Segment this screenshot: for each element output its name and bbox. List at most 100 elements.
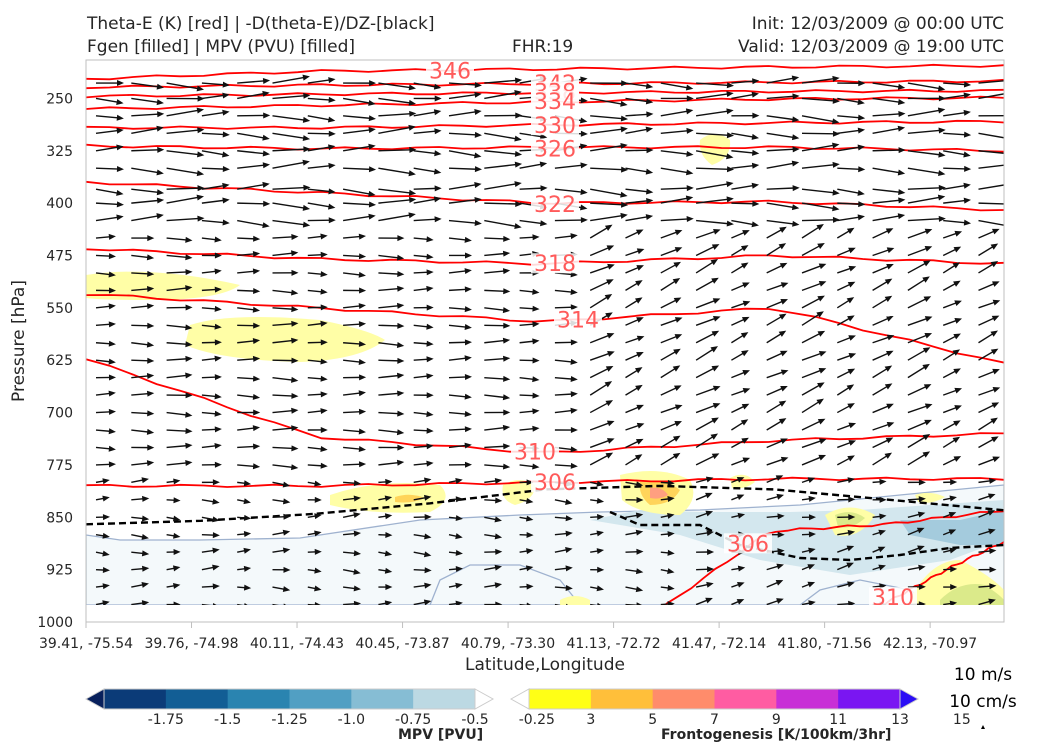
wind-vector bbox=[907, 529, 921, 536]
vector-scale-arrow bbox=[981, 725, 985, 729]
wind-vector bbox=[484, 252, 506, 257]
y-tick-label: 475 bbox=[46, 248, 73, 264]
wind-vector-head bbox=[185, 442, 193, 449]
wind-vector-head bbox=[243, 547, 251, 554]
wind-vector-head bbox=[503, 375, 511, 382]
colorbar-swatch bbox=[529, 689, 592, 709]
wind-vector-head bbox=[515, 112, 523, 119]
wind-vector-head bbox=[685, 108, 694, 115]
wind-vector bbox=[378, 214, 412, 222]
wind-vector bbox=[343, 323, 362, 326]
forecast-hour: FHR:19 bbox=[512, 37, 574, 57]
wind-vector bbox=[484, 202, 518, 205]
wind-vector bbox=[766, 315, 783, 326]
wind-vector-head bbox=[146, 373, 155, 380]
wind-vector-head bbox=[817, 243, 825, 250]
wind-vector-head bbox=[897, 169, 906, 176]
wind-vector-head bbox=[950, 584, 958, 591]
y-tick-label: 625 bbox=[46, 353, 73, 369]
wind-vector bbox=[201, 516, 215, 521]
wind-vector-head bbox=[397, 410, 405, 417]
wind-vector-head bbox=[848, 353, 857, 359]
y-tick-label: 250 bbox=[46, 91, 73, 107]
colorbar-tick-label: -1.0 bbox=[338, 712, 365, 728]
wind-vector-head bbox=[918, 564, 926, 571]
wind-vector bbox=[837, 129, 861, 134]
wind-vector bbox=[589, 334, 611, 344]
wind-vector-head bbox=[950, 479, 958, 486]
wind-vector-head bbox=[924, 419, 932, 426]
wind-vector bbox=[731, 283, 746, 292]
wind-vector-head bbox=[635, 229, 644, 236]
wind-vector bbox=[589, 296, 609, 309]
wind-vector bbox=[554, 164, 583, 169]
wind-vector-head bbox=[605, 400, 614, 407]
wind-vector-head bbox=[992, 281, 1000, 287]
wind-vector-head bbox=[818, 263, 827, 270]
wind-vector-head bbox=[291, 357, 299, 364]
wind-vector-head bbox=[1003, 225, 1004, 229]
wind-vector bbox=[660, 335, 678, 344]
wind-vector-head bbox=[314, 480, 322, 487]
wind-vector bbox=[166, 358, 188, 361]
wind-vector bbox=[731, 184, 755, 190]
wind-vector bbox=[237, 219, 265, 227]
wind-vector-head bbox=[146, 390, 155, 397]
wind-vector bbox=[695, 387, 717, 396]
wind-vector bbox=[978, 282, 996, 292]
wind-vector-head bbox=[807, 477, 816, 483]
wind-vector bbox=[766, 148, 795, 152]
wind-vector bbox=[413, 324, 429, 328]
wind-vector bbox=[343, 532, 357, 536]
wind-vector bbox=[201, 376, 217, 379]
wind-vector bbox=[201, 411, 217, 415]
wind-vector-head bbox=[141, 477, 149, 484]
wind-vector-head bbox=[816, 311, 824, 318]
wind-vector-head bbox=[897, 83, 906, 90]
wind-vector bbox=[413, 167, 437, 173]
wind-vector-head bbox=[752, 200, 760, 207]
wind-vector bbox=[695, 454, 716, 466]
wind-vector bbox=[484, 534, 498, 538]
wind-vectors bbox=[95, 74, 1004, 610]
wind-vector-head bbox=[108, 408, 116, 415]
wind-vector bbox=[766, 228, 783, 239]
theta-e-label: 306 bbox=[534, 471, 576, 496]
wind-vector-head bbox=[937, 107, 946, 114]
wind-vector-head bbox=[858, 201, 866, 208]
wind-vector bbox=[942, 422, 957, 431]
wind-vector bbox=[237, 445, 256, 449]
wind-vector-head bbox=[672, 365, 681, 372]
wind-vector-head bbox=[884, 365, 893, 372]
wind-vector bbox=[201, 94, 225, 100]
wind-vector bbox=[695, 404, 716, 414]
wind-vector bbox=[978, 332, 995, 344]
wind-vector bbox=[872, 405, 890, 414]
wind-vector-head bbox=[726, 196, 734, 203]
wind-vector-head bbox=[116, 127, 124, 134]
wind-vector-head bbox=[455, 515, 463, 522]
wind-vector-head bbox=[636, 548, 644, 555]
wind-vector bbox=[95, 305, 111, 309]
wind-vector bbox=[413, 111, 437, 117]
wind-vector-head bbox=[102, 495, 110, 502]
wind-vector-head bbox=[634, 454, 643, 461]
wind-vector-head bbox=[607, 263, 615, 270]
wind-vector-head bbox=[314, 548, 322, 555]
wind-vector bbox=[554, 235, 573, 239]
wind-vector-head bbox=[358, 461, 367, 468]
y-axis: 250 325 400 475 550 625 700 775 850 925 1000 bbox=[37, 91, 931, 631]
wind-vector-head bbox=[147, 270, 155, 277]
wind-vector-head bbox=[667, 531, 675, 538]
wind-vector-head bbox=[253, 322, 261, 329]
wind-vector-head bbox=[108, 303, 116, 310]
wind-vector-head bbox=[358, 321, 367, 328]
wind-vector bbox=[907, 385, 928, 396]
wind-vector bbox=[731, 164, 755, 169]
wind-vector-head bbox=[596, 548, 605, 555]
wind-vector-head bbox=[570, 462, 578, 469]
wind-vector bbox=[131, 288, 150, 292]
wind-vector-head bbox=[434, 216, 442, 223]
wind-vector-head bbox=[214, 252, 222, 259]
wind-vector bbox=[272, 549, 286, 553]
